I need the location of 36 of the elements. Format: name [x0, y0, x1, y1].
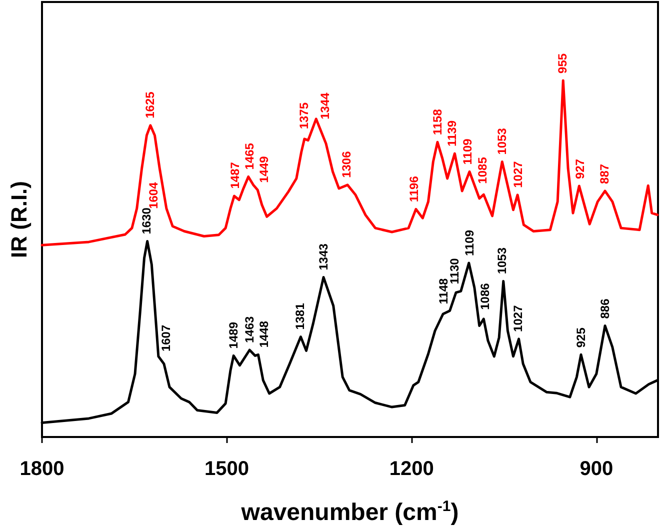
annotation: 1158: [430, 108, 444, 136]
x-tick-label: 1800: [20, 458, 64, 480]
annotation: 1463: [242, 316, 257, 343]
annotation: 1375: [296, 102, 311, 130]
annotation: 1343: [316, 243, 331, 270]
annotation: 1085: [475, 156, 490, 184]
x-tick-label: 1500: [204, 458, 250, 480]
annotation: 955: [556, 53, 570, 74]
x-tick-label: 1200: [389, 458, 434, 480]
y-axis-title: IR (R.I.): [6, 181, 32, 258]
annotation: 1139: [445, 120, 460, 147]
annotation: 1053: [495, 128, 510, 155]
annotation: 1053: [495, 247, 510, 274]
annotation: 1381: [293, 302, 308, 330]
annotation: 1607: [158, 324, 173, 352]
annotation: 887: [597, 164, 612, 184]
annotation: 1027: [511, 160, 526, 188]
annotation: 1449: [257, 156, 272, 183]
annotation: 1086: [478, 282, 492, 310]
annotation: 1487: [228, 162, 242, 189]
annotation: 1109: [462, 230, 477, 256]
annotation: 1489: [226, 322, 241, 349]
annotation: 1196: [407, 176, 422, 202]
annotation: 1448: [256, 320, 271, 348]
annotation: 886: [598, 298, 612, 319]
annotation: 1604: [146, 182, 161, 209]
x-tick-label: 900: [580, 458, 614, 480]
annotation: 1630: [140, 207, 154, 234]
annotation: 927: [572, 158, 587, 179]
annotation: 925: [574, 327, 588, 348]
annotation: 1465: [242, 142, 256, 170]
annotation: 1306: [339, 150, 354, 178]
annotation: 1027: [511, 304, 526, 332]
annotation: 1625: [142, 91, 157, 118]
annotation: 1344: [318, 92, 332, 120]
annotation: 1109: [460, 138, 475, 165]
